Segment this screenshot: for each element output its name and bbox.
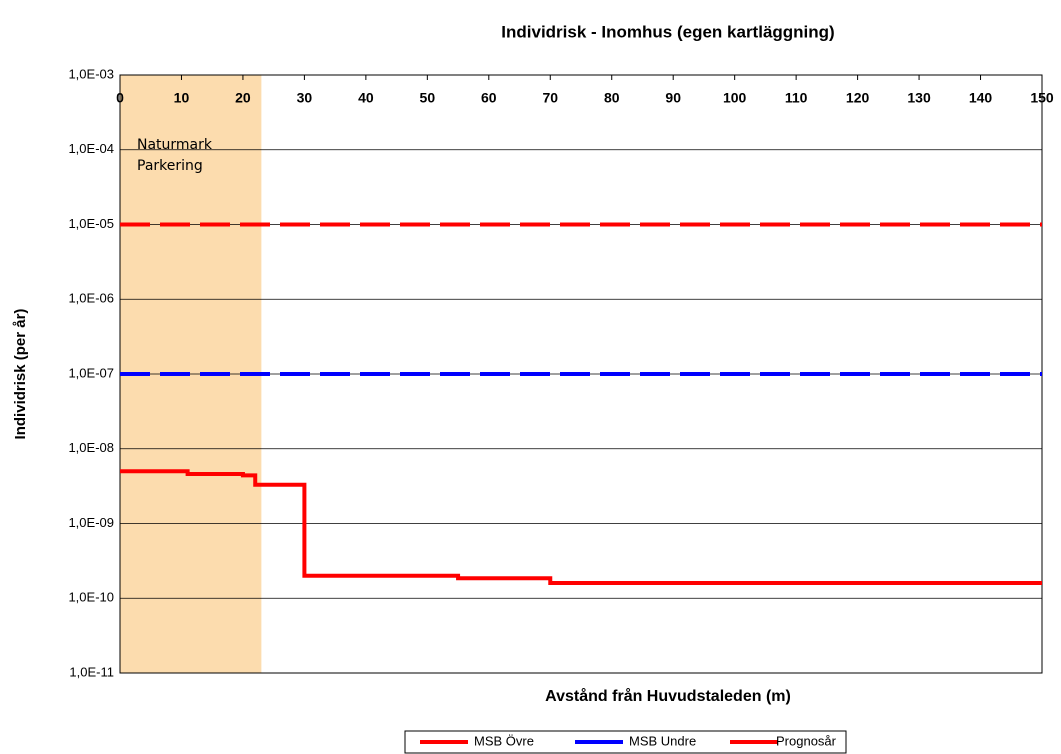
x-tick-label: 120	[846, 90, 870, 106]
legend-label: Prognosår	[776, 733, 837, 748]
x-tick-label: 40	[358, 90, 374, 106]
region-label: Naturmark	[137, 137, 213, 153]
legend-box	[404, 730, 847, 754]
legend-label: MSB Övre	[474, 733, 534, 748]
y-tick-label: 1,0E-04	[68, 141, 114, 156]
x-tick-label: 100	[723, 90, 747, 106]
y-tick-label: 1,0E-03	[68, 66, 114, 81]
legend-label: MSB Undre	[629, 733, 696, 748]
y-tick-label: 1,0E-06	[68, 291, 114, 306]
y-tick-label: 1,0E-05	[68, 216, 114, 231]
x-axis-label: Avstånd från Huvudstaleden (m)	[545, 687, 791, 705]
x-tick-label: 20	[235, 90, 251, 106]
x-tick-label: 90	[665, 90, 681, 106]
chart-title: Individrisk - Inomhus (egen kartläggning…	[501, 22, 834, 41]
region-label: Parkering	[137, 158, 203, 174]
y-axis-label: Individrisk (per år)	[12, 309, 29, 440]
y-tick-label: 1,0E-07	[68, 365, 114, 380]
x-tick-label: 70	[542, 90, 558, 106]
y-tick-label: 1,0E-08	[68, 440, 114, 455]
x-tick-label: 10	[174, 90, 190, 106]
y-tick-label: 1,0E-09	[68, 515, 114, 530]
y-tick-label: 1,0E-10	[68, 590, 114, 605]
y-tick-label: 1,0E-11	[69, 664, 114, 679]
x-tick-label: 110	[785, 90, 808, 106]
x-tick-label: 80	[604, 90, 620, 106]
x-tick-label: 60	[481, 90, 497, 106]
x-tick-label: 130	[907, 90, 931, 106]
series-line	[120, 469, 1042, 585]
x-tick-label: 140	[969, 90, 993, 106]
x-tick-label: 50	[420, 90, 436, 106]
x-tick-label: 30	[297, 90, 313, 106]
